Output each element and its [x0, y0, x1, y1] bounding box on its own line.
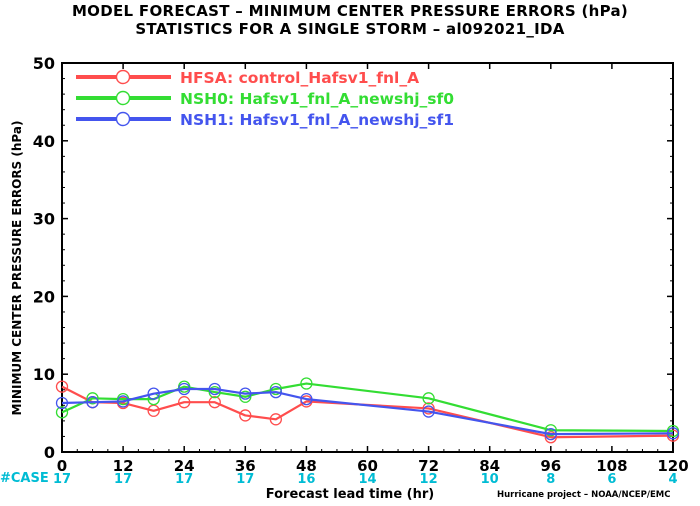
series-layer: [55, 377, 680, 444]
x-tick-label: 120: [657, 457, 688, 475]
data-point: [208, 396, 221, 409]
x-tick-label: 12: [113, 457, 134, 475]
data-point: [544, 427, 557, 441]
x-tick-label: 84: [479, 457, 500, 475]
data-point: [208, 385, 221, 399]
legend-marker: [115, 90, 131, 106]
data-point: [422, 402, 435, 415]
x-tick-label: 36: [235, 457, 256, 475]
x-axis-label: Forecast lead time (hr): [265, 487, 435, 502]
case-count: 17: [175, 472, 193, 487]
data-point: [300, 377, 313, 390]
axes: 0102030405001712172417361748166014721284…: [33, 54, 689, 487]
y-tick-label: 10: [33, 365, 55, 384]
y-axis-label: MINIMUM CENTER PRESSURE ERRORS (hPa): [10, 121, 24, 416]
data-point: [544, 431, 557, 444]
data-point: [86, 392, 99, 405]
y-tick-label: 40: [33, 132, 55, 151]
data-point: [269, 413, 283, 426]
x-tick-label: 96: [540, 457, 561, 475]
chart-subtitle: STATISTICS FOR A SINGLE STORM – al092021…: [135, 20, 565, 38]
data-point: [55, 406, 69, 419]
legend-marker: [115, 69, 131, 85]
data-point: [239, 390, 252, 403]
credit-text: Hurricane project – NOAA/NCEP/EMC: [497, 490, 671, 500]
case-label: #CASE: [0, 471, 49, 486]
case-count: 10: [481, 472, 499, 487]
data-point: [422, 392, 435, 405]
case-count: 4: [668, 472, 677, 487]
y-tick-label: 20: [33, 287, 55, 306]
data-point: [300, 392, 313, 406]
data-point: [178, 396, 191, 409]
data-point: [544, 424, 557, 437]
data-point: [147, 387, 160, 400]
legend-label: NSH1: Hafsv1_fnl_A_newshj_sf1: [180, 111, 454, 129]
case-count: 17: [236, 472, 254, 487]
x-tick-label: 0: [57, 457, 67, 475]
data-point: [269, 385, 283, 399]
data-point: [208, 382, 221, 396]
legend-label: NSH0: Hafsv1_fnl_A_newshj_sf0: [180, 90, 454, 108]
data-point: [666, 427, 680, 440]
data-point: [55, 396, 69, 410]
case-count: 8: [546, 472, 555, 487]
legend: HFSA: control_Hafsv1_fnl_A NSH0: Hafsv1_f…: [76, 69, 454, 129]
series-2: [55, 382, 680, 441]
data-point: [239, 387, 252, 400]
data-point: [147, 404, 160, 417]
case-count: 6: [607, 472, 616, 487]
x-tick-label: 60: [357, 457, 378, 475]
data-point: [116, 395, 130, 408]
data-point: [239, 409, 252, 422]
series-line: [61, 382, 674, 433]
case-count: 17: [53, 472, 71, 487]
data-point: [422, 405, 435, 418]
data-point: [86, 396, 99, 409]
data-point: [269, 382, 283, 396]
y-tick-label: 0: [44, 443, 55, 462]
x-tick-label: 72: [418, 457, 439, 475]
data-point: [178, 382, 191, 396]
chart-title: MODEL FORECAST – MINIMUM CENTER PRESSURE…: [71, 2, 629, 20]
case-count: 14: [358, 472, 376, 487]
case-count: 17: [114, 472, 132, 487]
data-point: [55, 380, 69, 393]
case-count: 16: [297, 472, 315, 487]
legend-marker: [115, 111, 131, 127]
case-count: 12: [420, 472, 438, 487]
legend-label: HFSA: control_Hafsv1_fnl_A: [180, 69, 419, 87]
x-tick-label: 108: [596, 457, 627, 475]
y-tick-label: 30: [33, 210, 55, 229]
y-tick-label: 50: [33, 54, 55, 73]
x-tick-label: 24: [174, 457, 195, 475]
x-tick-label: 48: [296, 457, 317, 475]
